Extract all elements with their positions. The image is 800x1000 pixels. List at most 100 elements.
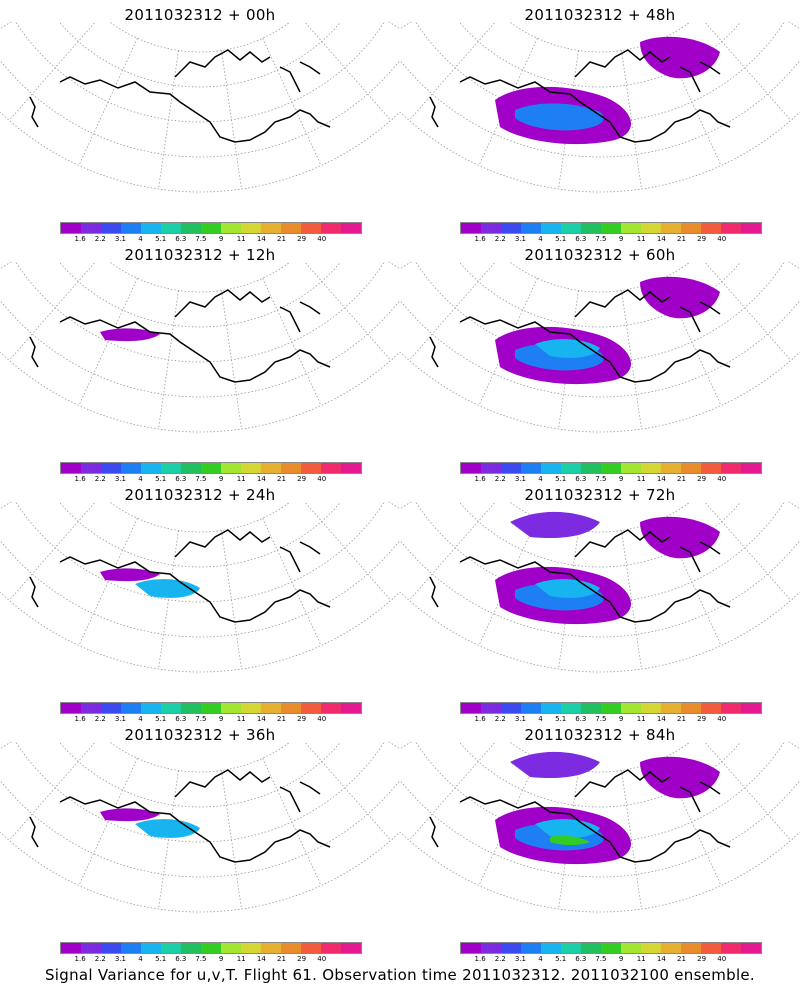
colorbar-swatch [521,943,541,953]
colorbar-label: 9 [618,475,624,483]
colorbar-label: 40 [717,715,727,723]
panel-title: 2011032312 + 48h [524,6,676,24]
map-plot [354,222,800,433]
variance-contour [550,835,590,845]
colorbar-swatch [681,223,701,233]
colorbar-label: 7.5 [595,235,607,243]
map-plot [354,702,800,913]
colorbar-label: 1.6 [474,475,486,483]
colorbar-swatch [561,943,581,953]
colorbar-swatch [561,703,581,713]
colorbar-swatch [61,223,81,233]
colorbar-swatch [321,943,341,953]
panel-title: 2011032312 + 72h [524,486,676,504]
colorbar-label: 4 [538,955,543,963]
colorbar-label: 3.1 [114,955,126,963]
colorbar-label: 5.1 [555,955,567,963]
colorbar-swatch [301,943,321,953]
colorbar-label: 6.3 [575,475,587,483]
colorbar [60,462,362,474]
colorbar-swatch [741,943,761,953]
colorbar-label: 7.5 [595,715,607,723]
colorbar-swatch [481,703,501,713]
colorbar-label: 4 [138,955,143,963]
figure-caption: Signal Variance for u,v,T. Flight 61. Ob… [44,966,756,984]
colorbar-swatch [501,943,521,953]
colorbar-label: 3.1 [114,235,126,243]
colorbar-swatch [121,223,141,233]
colorbar-swatch [201,703,221,713]
forecast-panel: 2011032312 + 48h 1.6 2.2 3.1 4 5.1 6.3 7.5 9 11 14… [354,0,800,245]
colorbar-swatch [721,943,741,953]
colorbar-label: 29 [697,715,707,723]
colorbar-label: 2.2 [94,235,106,243]
colorbar-swatch [721,223,741,233]
colorbar-swatch [601,943,621,953]
colorbar-swatch [641,223,661,233]
colorbar-label: 40 [317,715,327,723]
graticule [0,222,446,433]
colorbar-swatch [601,223,621,233]
colorbar-swatch [201,463,221,473]
colorbar-label: 4 [538,715,543,723]
colorbar-label: 1.6 [74,955,86,963]
colorbar-swatch [661,703,681,713]
colorbar-swatch [581,943,601,953]
colorbar-swatch [81,703,101,713]
colorbar-label: 14 [256,475,266,483]
colorbar-swatch [81,463,101,473]
colorbar-swatch [461,223,481,233]
colorbar-label: 21 [276,715,286,723]
colorbar-label: 5.1 [155,715,167,723]
colorbar-swatch [481,463,501,473]
coastline [29,289,331,383]
panel-title: 2011032312 + 84h [524,726,676,744]
colorbar-label: 40 [717,955,727,963]
colorbar-label: 40 [317,235,327,243]
variance-contour [640,276,720,319]
map-plot [0,702,446,913]
coastline [429,769,731,863]
colorbar-labels: 1.6 2.2 3.1 4 5.1 6.3 7.5 9 11 14 21 29 40 [50,235,370,245]
colorbar-swatch [81,223,101,233]
colorbar-label: 6.3 [575,715,587,723]
colorbar-label: 21 [276,955,286,963]
colorbar-label: 9 [218,235,224,243]
colorbar-label: 4 [138,235,143,243]
colorbar-swatch [501,703,521,713]
colorbar-swatch [721,703,741,713]
colorbar-swatch [121,943,141,953]
colorbar-swatch [461,703,481,713]
colorbar-swatch [621,463,641,473]
colorbar [60,702,362,714]
colorbar-label: 29 [697,235,707,243]
colorbar-label: 21 [676,955,686,963]
colorbar-label: 9 [618,715,624,723]
colorbar-label: 21 [676,715,686,723]
forecast-panel: 2011032312 + 36h 1.6 2.2 3.1 4 5.1 6.3 7.5 9 11 14… [0,702,446,965]
colorbar-swatch [161,943,181,953]
colorbar [460,222,762,234]
colorbar-swatch [681,943,701,953]
colorbar-swatch [521,223,541,233]
colorbar-swatch [241,223,261,233]
colorbar-label: 3.1 [114,475,126,483]
colorbar-label: 1.6 [474,955,486,963]
colorbar-swatch [621,943,641,953]
colorbar-swatch [701,223,721,233]
graticule [0,462,446,673]
colorbar [60,942,362,954]
colorbar-swatch [181,463,201,473]
panel-title: 2011032312 + 24h [124,486,276,504]
colorbar-label: 5.1 [155,955,167,963]
colorbar-label: 2.2 [94,955,106,963]
colorbar-label: 7.5 [195,715,207,723]
colorbar-label: 5.1 [555,475,567,483]
colorbar-label: 1.6 [74,715,86,723]
colorbar-label: 14 [656,475,666,483]
colorbar-labels: 1.6 2.2 3.1 4 5.1 6.3 7.5 9 11 14 21 29 40 [450,955,770,965]
colorbar-swatch [541,703,561,713]
forecast-panel: 2011032312 + 84h 1.6 2.2 3.1 4 5.1 6.3 7.5 9 11 14… [354,702,800,965]
variance-contour [510,511,600,539]
colorbar-swatch [281,463,301,473]
